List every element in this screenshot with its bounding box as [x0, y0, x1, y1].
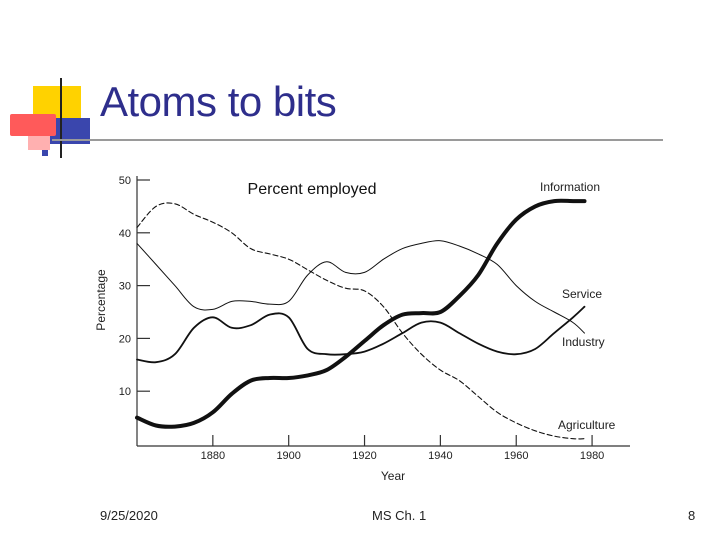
- x-tick-label: 1880: [201, 450, 225, 462]
- x-tick-label: 1980: [580, 450, 604, 462]
- y-tick-label: 40: [119, 228, 131, 240]
- title-rule: [52, 139, 663, 141]
- x-axis-label: Year: [381, 469, 405, 483]
- x-tick-label: 1900: [276, 450, 300, 462]
- title-decoration-dot: [42, 150, 48, 156]
- series-label-industry: Industry: [562, 335, 605, 349]
- y-tick-label: 50: [119, 175, 131, 187]
- title-decoration-pink: [28, 136, 50, 150]
- series-label-service: Service: [562, 287, 602, 301]
- x-tick-label: 1940: [428, 450, 452, 462]
- title-decoration-red: [10, 114, 56, 136]
- y-tick-label: 10: [119, 386, 131, 398]
- x-tick-label: 1960: [504, 450, 528, 462]
- chart-labels: 10 20 30 40 50 1880 1900 1920 1940 1960 1980 Year Pe…: [94, 175, 616, 483]
- chart-title: Percent employed: [248, 181, 377, 198]
- x-tick-label: 1920: [352, 450, 376, 462]
- series-label-agriculture: Agriculture: [558, 418, 616, 432]
- y-tick-label: 20: [119, 333, 131, 345]
- y-axis-label: Percentage: [94, 269, 108, 331]
- y-tick-label: 30: [119, 281, 131, 293]
- series-line-service: [136, 305, 586, 364]
- series-line-information: [135, 198, 587, 429]
- series-line-agriculture: [136, 202, 586, 440]
- footer-page-number: 8: [688, 508, 696, 523]
- footer-date: 9/25/2020: [100, 508, 158, 523]
- title-decoration-vertical-line: [60, 78, 62, 158]
- chart-axes: [136, 176, 630, 447]
- series-label-information: Information: [540, 180, 600, 194]
- footer-course: MS Ch. 1: [372, 508, 427, 523]
- series-line-industry: [136, 240, 585, 334]
- slide-title: Atoms to bits: [100, 78, 337, 125]
- chart-series: [135, 198, 587, 440]
